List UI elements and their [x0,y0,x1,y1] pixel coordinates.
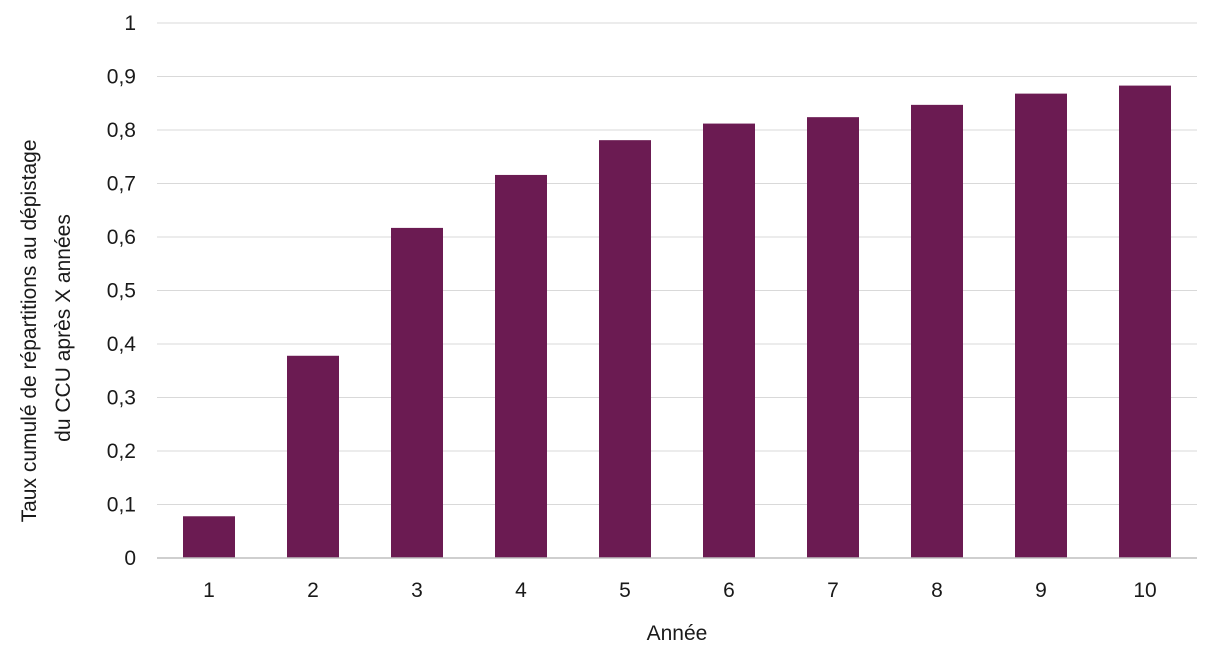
x-tick-label: 9 [1035,579,1047,602]
bar [391,227,443,558]
x-tick-labels: 1 2 3 4 5 6 7 8 9 10 [203,579,1157,602]
bar [183,516,235,558]
bar [703,123,755,558]
y-tick-label: 0,4 [107,333,137,356]
bar [807,117,859,558]
x-axis-title: Année [647,622,708,645]
bar [495,174,547,558]
bar [1119,85,1171,558]
y-tick-label: 0 [124,547,136,570]
bar [287,355,339,558]
y-tick-label: 0,6 [107,226,136,249]
x-tick-label: 2 [307,579,319,602]
y-tick-label: 1 [124,12,136,35]
bar [911,104,963,558]
y-tick-labels: 0 0,1 0,2 0,3 0,4 0,5 0,6 0,7 0,8 0,9 1 [107,12,137,570]
x-tick-label: 8 [931,579,943,602]
bars [183,85,1171,559]
y-axis-title: Taux cumulé de répartitions au dépistage… [18,134,75,523]
x-tick-label: 1 [203,579,215,602]
y-tick-label: 0,5 [107,280,136,303]
y-tick-label: 0,3 [107,387,136,410]
y-axis-title-line-1: Taux cumulé de répartitions au dépistage [18,139,41,522]
x-tick-label: 3 [411,579,423,602]
bar [599,140,651,559]
y-tick-label: 0,7 [107,173,136,196]
y-tick-label: 0,2 [107,440,136,463]
y-axis-title-line-2: du CCU après X années [52,214,75,442]
y-tick-label: 0,8 [107,119,136,142]
bar [1015,93,1067,559]
y-tick-label: 0,1 [107,494,136,517]
x-tick-label: 6 [723,579,735,602]
x-tick-label: 5 [619,579,631,602]
x-tick-label: 10 [1133,579,1156,602]
y-tick-label: 0,9 [107,66,136,89]
x-tick-label: 7 [827,579,839,602]
x-tick-label: 4 [515,579,527,602]
